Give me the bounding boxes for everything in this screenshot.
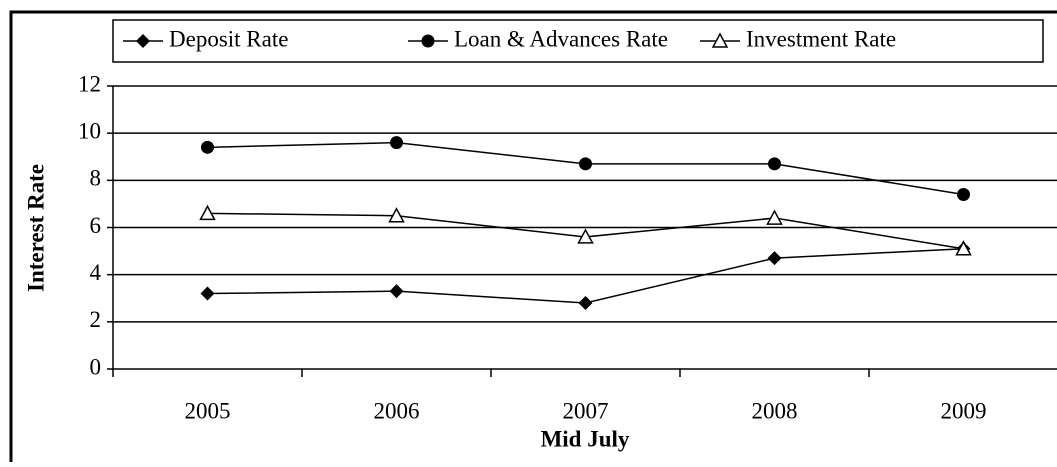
x-tick-label: 2008 (752, 398, 798, 423)
x-tick-label: 2006 (374, 398, 420, 423)
data-point (766, 209, 783, 225)
x-axis-title: Mid July (541, 426, 630, 451)
data-point (578, 295, 593, 310)
y-tick-label: 0 (90, 354, 102, 379)
legend-marker (136, 34, 150, 48)
legend-marker (711, 32, 729, 48)
y-tick-label: 10 (78, 118, 101, 143)
chart-frame (9, 10, 1057, 467)
legend-label: Deposit Rate (169, 26, 288, 51)
data-point (201, 140, 214, 154)
data-point (388, 207, 405, 223)
y-tick-label: 4 (90, 260, 102, 285)
data-point (389, 284, 404, 299)
legend-box (112, 19, 1044, 63)
data-point (577, 228, 594, 244)
data-point (767, 251, 782, 266)
x-tick-label: 2007 (563, 398, 609, 423)
legend-label: Investment Rate (746, 26, 896, 51)
legend-marker (421, 34, 435, 48)
data-point (390, 136, 403, 150)
data-point (199, 204, 216, 221)
y-axis-title: Interest Rate (23, 164, 48, 292)
data-point (955, 240, 972, 256)
x-tick-label: 2009 (941, 398, 987, 423)
y-tick-label: 2 (90, 307, 102, 332)
data-point (200, 286, 215, 301)
y-tick-label: 6 (90, 213, 102, 238)
y-tick-label: 8 (90, 166, 102, 191)
y-tick-label: 12 (78, 71, 101, 96)
data-point (579, 157, 592, 171)
legend-label: Loan & Advances Rate (454, 26, 668, 51)
data-point (768, 157, 781, 171)
x-tick-label: 2005 (185, 398, 231, 423)
data-point (957, 187, 970, 201)
series-line (207, 247, 964, 304)
